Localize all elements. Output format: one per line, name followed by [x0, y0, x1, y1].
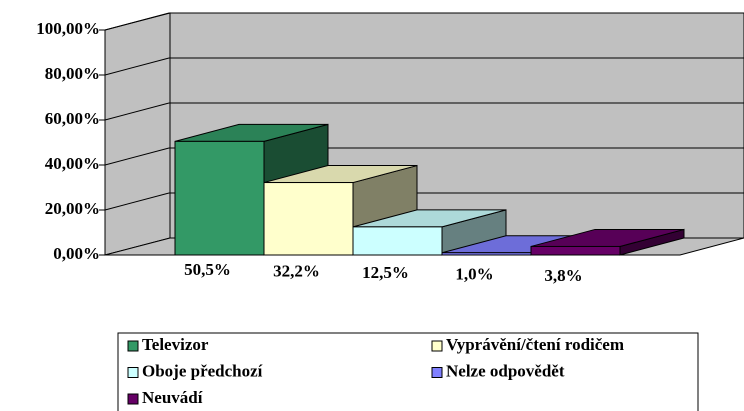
grid-line	[104, 147, 170, 166]
legend-label: Televizor	[142, 335, 209, 354]
value-label: 32,2%	[273, 261, 320, 280]
y-tick-label: 20,00%	[45, 199, 100, 218]
legend-label: Neuvádí	[142, 388, 203, 407]
legend-label: Vyprávění/čtení rodičem	[446, 335, 624, 354]
grid-line	[104, 12, 170, 31]
bar	[441, 252, 532, 256]
value-label: 50,5%	[184, 260, 231, 279]
legend-label: Nelze odpovědět	[446, 361, 565, 380]
grid-line	[104, 57, 170, 76]
bar	[352, 226, 443, 256]
legend	[117, 332, 699, 411]
legend-swatch	[431, 367, 443, 378]
side-wall	[104, 12, 171, 256]
bar	[174, 140, 265, 256]
y-tick-label: 0,00%	[53, 244, 100, 263]
y-tick-label: 60,00%	[45, 109, 100, 128]
value-label: 12,5%	[362, 263, 409, 282]
value-label: 1,0%	[455, 264, 493, 283]
legend-swatch	[127, 340, 139, 352]
y-tick-label: 80,00%	[45, 64, 100, 83]
y-tick-label: 40,00%	[45, 154, 100, 173]
legend-swatch	[127, 367, 139, 378]
bar	[530, 245, 621, 256]
grid-line	[104, 102, 170, 121]
value-label: 3,8%	[544, 266, 582, 285]
legend-swatch	[127, 393, 139, 405]
grid-line	[104, 192, 170, 211]
legend-label: Oboje předchozí	[142, 361, 263, 380]
legend-swatch	[431, 340, 443, 352]
bar	[263, 182, 354, 256]
y-tick-label: 100,00%	[36, 19, 100, 38]
